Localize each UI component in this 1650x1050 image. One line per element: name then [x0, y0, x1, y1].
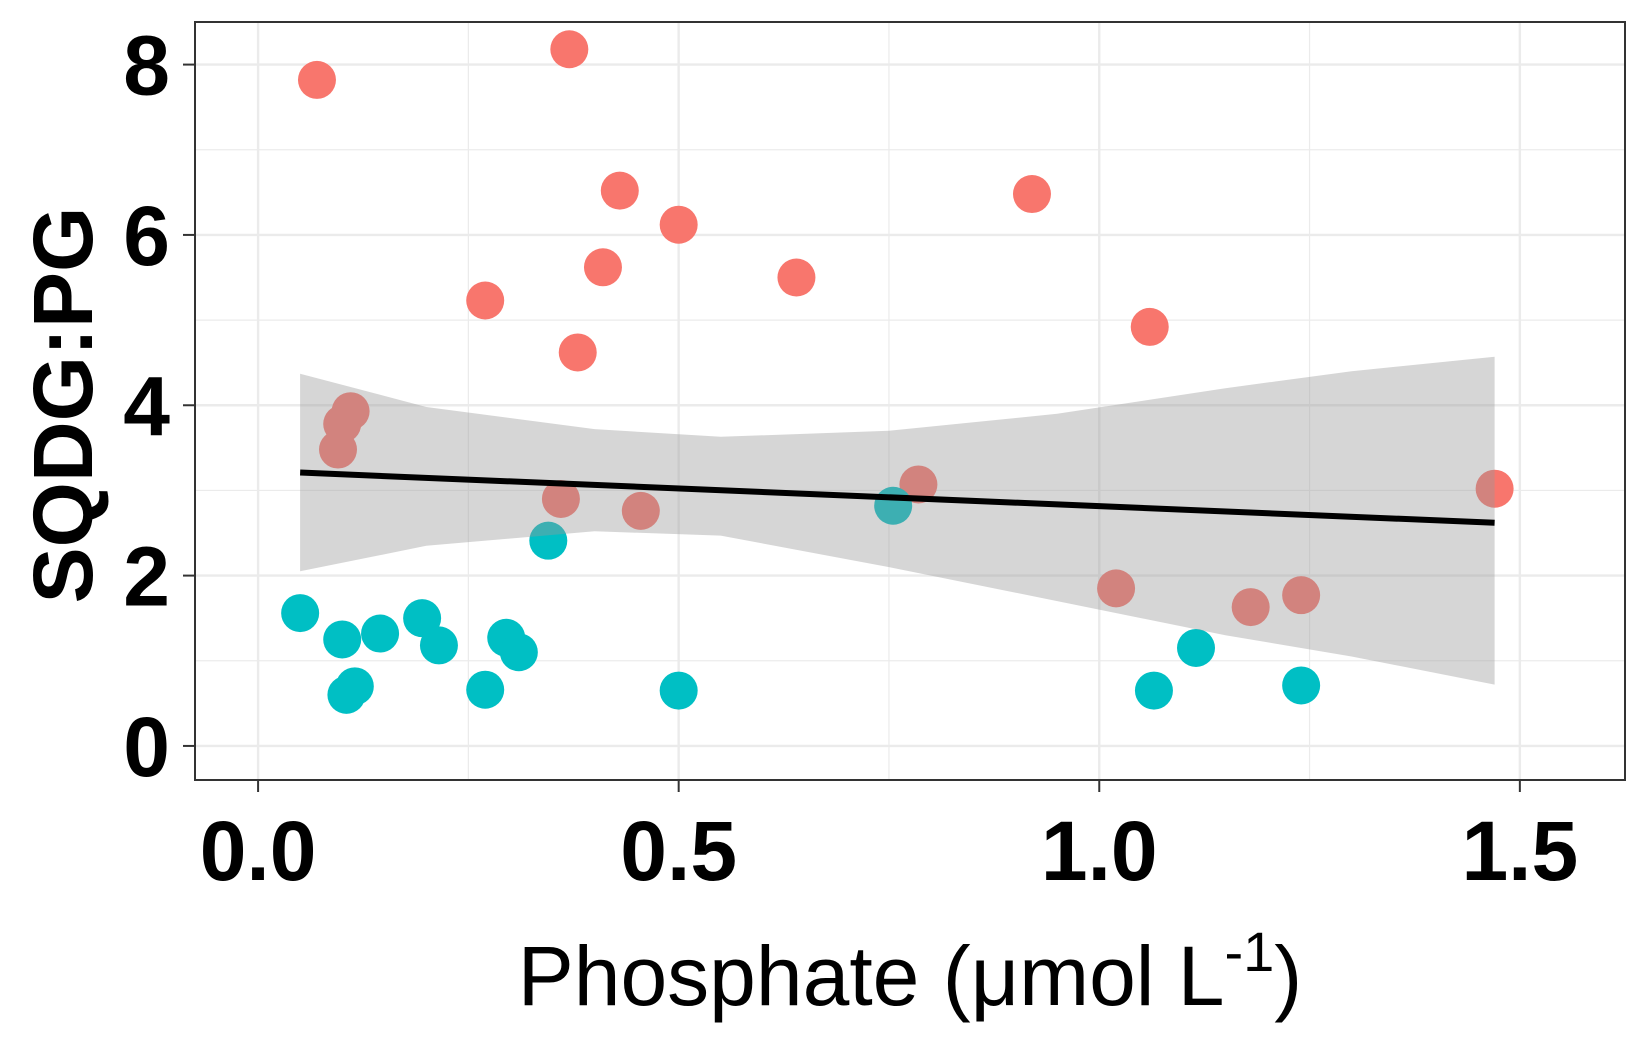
regression-fit-line [300, 469, 1495, 526]
data-point-0-0 [297, 60, 336, 99]
data-point-0-9 [1130, 307, 1169, 346]
x-axis-title-main: Phosphate (μmol L [518, 929, 1225, 1023]
data-point-1-13 [1134, 671, 1173, 710]
data-point-0-16 [1475, 469, 1514, 508]
data-point-1-15 [1282, 666, 1321, 705]
data-point-1-1 [323, 620, 362, 659]
data-point-0-19 [1282, 576, 1321, 615]
confidence-band-area [300, 356, 1495, 685]
data-point-0-7 [777, 258, 816, 297]
data-point-1-11 [659, 671, 698, 710]
data-point-0-5 [466, 281, 505, 320]
data-point-0-1 [550, 30, 589, 69]
data-point-0-15 [899, 465, 938, 504]
data-point-1-6 [499, 633, 538, 672]
y-tick-label-4: 8 [123, 19, 170, 113]
y-tick-label-1: 2 [123, 530, 170, 624]
x-axis-title-close: ) [1274, 929, 1302, 1023]
data-point-1-0 [281, 594, 320, 633]
x-tick-label-2: 1.0 [1041, 804, 1158, 898]
x-tick-label-0: 0.0 [200, 804, 317, 898]
data-point-1-14 [1177, 628, 1215, 667]
y-axis-ticks: 0 2 4 6 8 [123, 19, 195, 794]
data-point-0-13 [541, 479, 580, 518]
y-tick-label-2: 4 [123, 359, 170, 453]
data-point-0-14 [621, 491, 660, 530]
x-tick-label-1: 0.5 [620, 804, 737, 898]
y-tick-label-3: 6 [123, 189, 170, 283]
data-point-0-18 [1231, 588, 1270, 627]
data-point-1-4 [419, 626, 458, 665]
plot-panel-border [194, 21, 1626, 781]
regression-line [300, 469, 1495, 526]
data-point-1-2 [361, 614, 400, 653]
data-point-1-9 [327, 675, 366, 714]
data-point-0-4 [583, 248, 622, 287]
data-point-0-12 [319, 430, 357, 469]
data-point-0-3 [659, 205, 698, 244]
y-tick-label-0: 0 [123, 700, 170, 794]
y-axis-title: SQDG:PG [16, 207, 110, 604]
x-axis-ticks: 0.0 0.5 1.0 1.5 [200, 780, 1578, 898]
data-points [281, 30, 1514, 714]
confidence-band [300, 356, 1495, 685]
x-tick-label-3: 1.5 [1461, 804, 1578, 898]
data-point-1-10 [466, 670, 505, 709]
data-point-1-3 [403, 599, 442, 638]
data-point-0-17 [1097, 569, 1136, 608]
x-axis-title: Phosphate (μmol L-1) [518, 920, 1303, 1023]
grid-lines [195, 22, 1625, 780]
x-axis-title-superscript: -1 [1225, 920, 1275, 983]
data-point-0-8 [1012, 175, 1051, 214]
data-point-1-7 [529, 521, 568, 560]
data-point-0-6 [558, 333, 597, 372]
data-point-0-2 [600, 171, 639, 210]
